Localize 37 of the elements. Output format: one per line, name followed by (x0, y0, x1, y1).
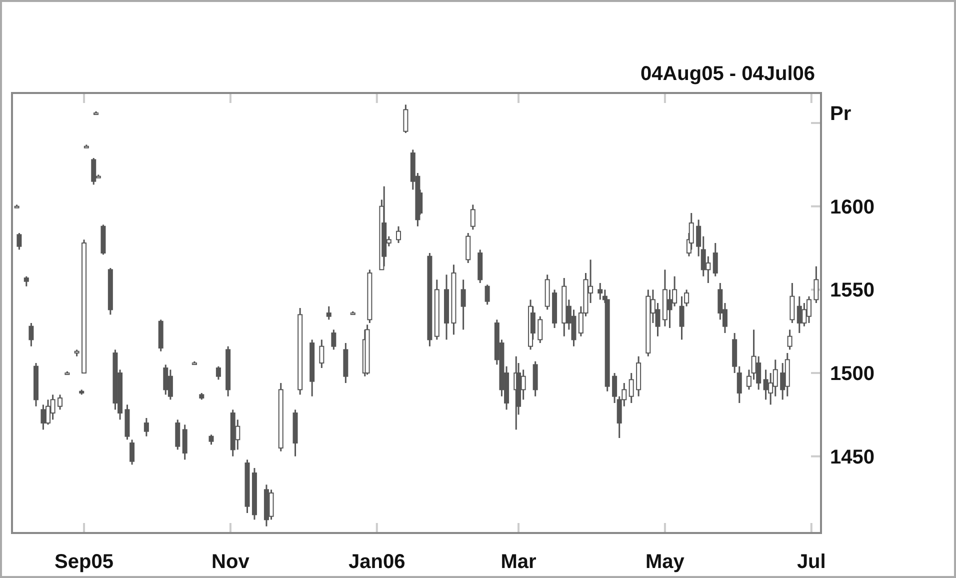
x-tick-label: May (646, 551, 686, 573)
candlestick (182, 424, 188, 460)
candlestick (712, 242, 718, 278)
candlestick (24, 276, 29, 288)
candlestick (331, 328, 336, 350)
candlestick (28, 322, 34, 348)
y-tick-label: 1550 (830, 280, 874, 302)
candlestick (466, 232, 471, 264)
candlestick (175, 418, 180, 450)
candlestick (787, 328, 792, 350)
candlestick (130, 438, 135, 466)
candlestick (216, 366, 221, 380)
x-tick-label: Sep05 (54, 551, 114, 573)
candlestick (814, 266, 819, 304)
chart-title: 04Aug05 - 04Jul06 (640, 63, 815, 85)
y-tick-label: 1600 (830, 196, 874, 218)
candlestick (470, 204, 476, 230)
x-tick-label: Jul (796, 551, 826, 573)
candlestick (790, 282, 795, 324)
y-tick-label: 1500 (830, 363, 874, 385)
candlestick (460, 278, 466, 330)
candlestick (396, 226, 401, 244)
x-tick-label: Nov (212, 551, 250, 573)
candlestick (58, 394, 63, 410)
candlestick (628, 372, 634, 404)
candlestick (484, 284, 490, 306)
candlestick (403, 104, 408, 134)
x-tick-label: Jan06 (348, 551, 406, 573)
candlestick (319, 338, 324, 369)
candlestick (538, 316, 543, 344)
candlestick (16, 232, 22, 250)
candlestick (326, 306, 332, 320)
candlestick (144, 417, 149, 438)
x-tick-label: Mar (500, 551, 537, 573)
candlestick (208, 434, 214, 446)
y-axis-title: Pr (830, 103, 852, 125)
y-tick-label: 1450 (830, 446, 874, 468)
